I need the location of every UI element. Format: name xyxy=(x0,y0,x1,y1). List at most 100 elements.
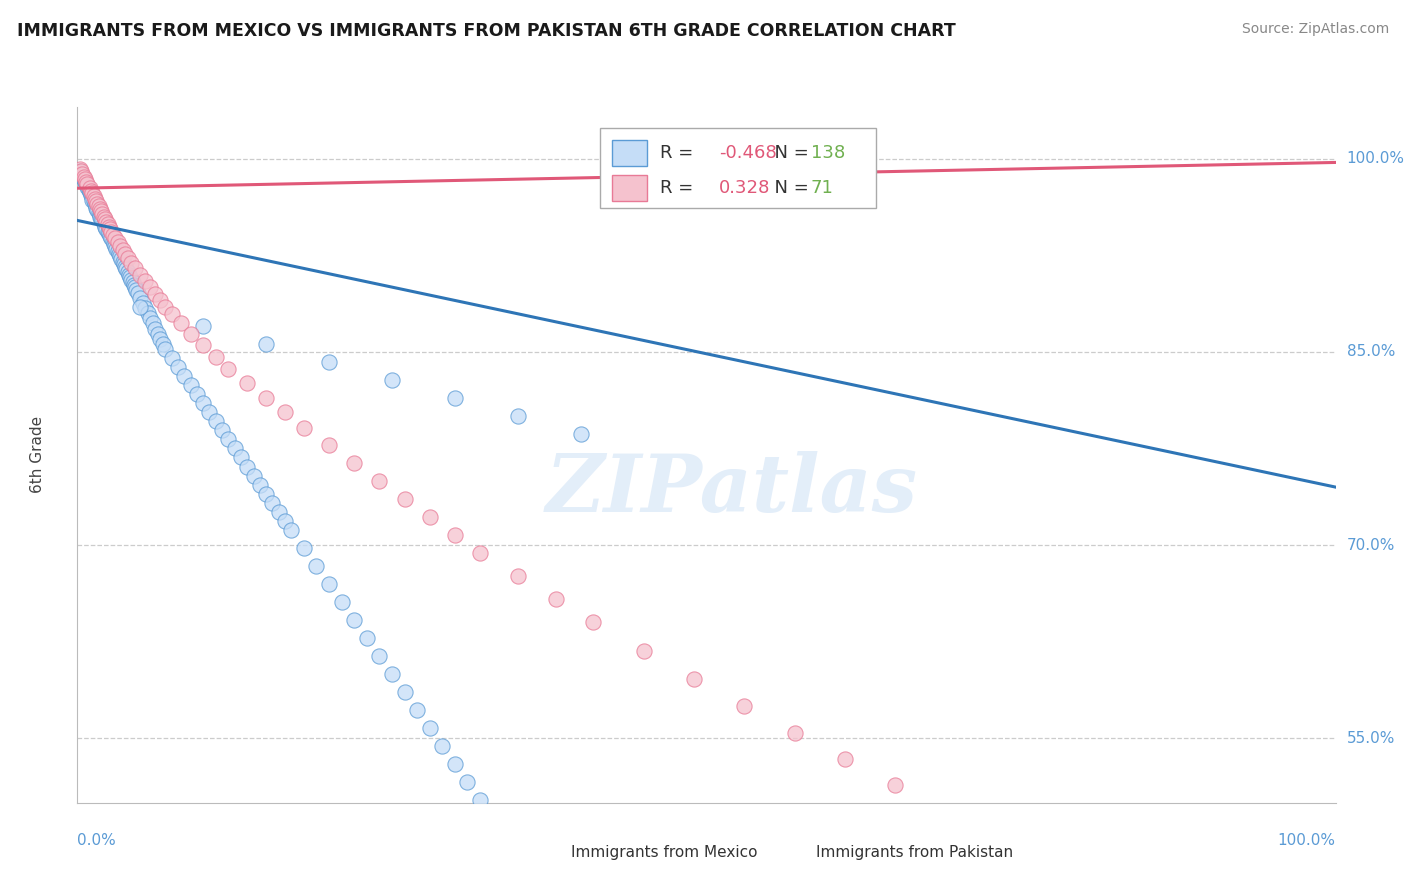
Point xyxy=(94,219,117,234)
Point xyxy=(90,212,112,227)
Point xyxy=(217,433,239,447)
Point xyxy=(104,231,127,245)
Point xyxy=(89,208,111,222)
Text: Immigrants from Mexico: Immigrants from Mexico xyxy=(571,846,756,861)
Text: 0.328: 0.328 xyxy=(718,178,770,197)
Point xyxy=(84,201,107,215)
Point xyxy=(783,726,806,740)
Point xyxy=(108,239,131,253)
Point xyxy=(82,190,104,204)
FancyBboxPatch shape xyxy=(612,140,647,166)
Point xyxy=(72,172,94,186)
Point xyxy=(274,514,297,528)
Point xyxy=(96,217,118,231)
Point xyxy=(108,250,131,264)
Point xyxy=(733,699,755,714)
Point xyxy=(117,265,139,279)
Point xyxy=(198,405,221,419)
Point xyxy=(139,280,162,294)
Text: ZIPatlas: ZIPatlas xyxy=(546,451,918,528)
Point xyxy=(93,210,115,224)
Point xyxy=(98,222,121,236)
Point xyxy=(117,251,139,265)
Text: N =: N = xyxy=(763,144,814,162)
Point xyxy=(86,196,108,211)
Point xyxy=(180,326,202,341)
Point xyxy=(86,203,108,218)
Point xyxy=(254,337,277,351)
Point xyxy=(84,196,107,211)
Point xyxy=(394,491,416,506)
Point xyxy=(110,252,132,266)
Point xyxy=(419,721,441,735)
Point xyxy=(180,378,202,392)
Point xyxy=(79,181,101,195)
Point xyxy=(149,332,172,346)
Point xyxy=(267,505,290,519)
Text: Source: ZipAtlas.com: Source: ZipAtlas.com xyxy=(1241,22,1389,37)
Point xyxy=(72,169,94,184)
Point xyxy=(292,541,315,555)
Point xyxy=(124,280,146,294)
Point xyxy=(330,595,353,609)
Point xyxy=(96,215,118,229)
Point xyxy=(444,528,467,542)
Point xyxy=(167,360,190,375)
Text: 6th Grade: 6th Grade xyxy=(30,417,45,493)
Point xyxy=(90,204,112,219)
Point xyxy=(89,210,111,224)
Point xyxy=(834,752,856,766)
Point xyxy=(76,178,98,192)
Point xyxy=(114,247,136,261)
Point xyxy=(115,262,138,277)
Point xyxy=(274,405,297,419)
Point xyxy=(120,256,142,270)
Point xyxy=(633,644,655,658)
Point xyxy=(101,227,124,242)
Point xyxy=(506,409,529,424)
Point xyxy=(224,442,246,456)
Point xyxy=(127,285,149,300)
Text: 100.0%: 100.0% xyxy=(1347,151,1405,166)
Point xyxy=(129,268,152,282)
Point xyxy=(204,350,226,364)
Point xyxy=(683,672,706,686)
Point xyxy=(481,811,503,825)
Point xyxy=(368,474,391,488)
Point xyxy=(84,192,107,206)
Point xyxy=(118,268,141,282)
Point xyxy=(114,260,136,274)
Point xyxy=(394,685,416,699)
Point xyxy=(69,164,91,178)
Point xyxy=(254,486,277,500)
Point xyxy=(94,219,117,233)
Point xyxy=(101,234,124,248)
Point xyxy=(97,219,120,234)
Point xyxy=(242,468,264,483)
Point xyxy=(139,311,162,326)
Text: 85.0%: 85.0% xyxy=(1347,344,1395,359)
Point xyxy=(254,391,277,405)
Point xyxy=(107,235,129,250)
Point xyxy=(305,558,328,573)
FancyBboxPatch shape xyxy=(530,842,562,864)
Point xyxy=(318,355,340,369)
Point xyxy=(494,830,516,844)
Point xyxy=(84,199,107,213)
Point xyxy=(280,523,302,537)
FancyBboxPatch shape xyxy=(599,128,876,208)
Point xyxy=(155,343,177,357)
Text: -0.468: -0.468 xyxy=(718,144,778,162)
Point xyxy=(124,261,146,276)
Point xyxy=(134,301,156,315)
Point xyxy=(236,459,259,474)
Point xyxy=(129,300,152,314)
Point xyxy=(77,182,100,196)
FancyBboxPatch shape xyxy=(612,175,647,201)
Point xyxy=(69,161,91,176)
Point xyxy=(948,807,970,822)
Point xyxy=(249,477,271,491)
Point xyxy=(191,319,215,334)
Point xyxy=(519,860,541,874)
Point xyxy=(318,437,340,451)
